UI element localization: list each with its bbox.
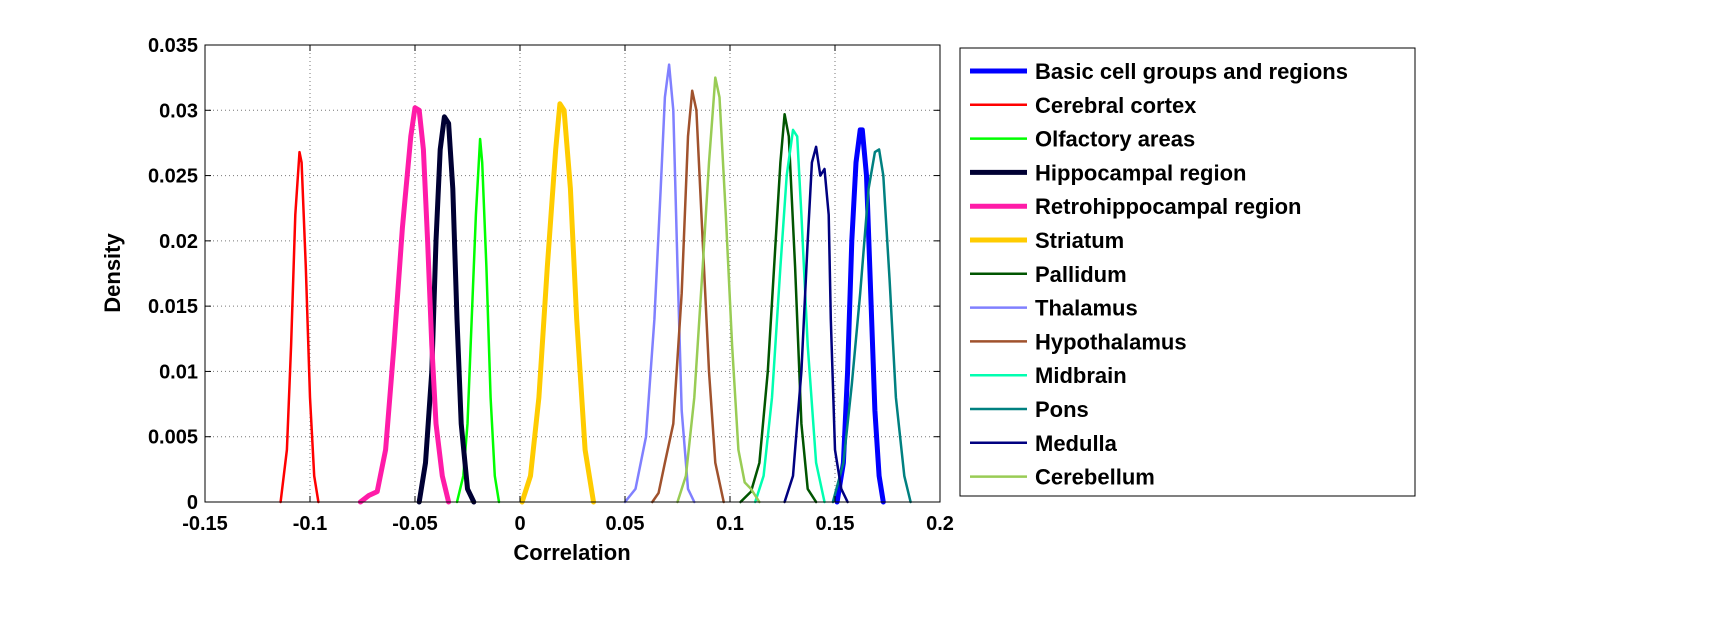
legend-item: Pons bbox=[970, 397, 1089, 422]
legend-item: Midbrain bbox=[970, 363, 1127, 388]
legend-box bbox=[959, 47, 1416, 497]
legend-item: Hypothalamus bbox=[970, 329, 1187, 354]
legend-item: Basic cell groups and regions bbox=[970, 59, 1348, 84]
legend-item: Pallidum bbox=[970, 262, 1127, 287]
legend-label: Thalamus bbox=[1035, 296, 1138, 321]
legend-item: Cerebellum bbox=[970, 465, 1155, 490]
legend-label: Pallidum bbox=[1035, 262, 1127, 287]
series-line-striatum bbox=[519, 101, 596, 505]
x-tick-label: 0.05 bbox=[606, 513, 645, 535]
plot-frame bbox=[204, 44, 941, 503]
x-tick-label: 0.15 bbox=[816, 513, 855, 535]
series-line-retrohippocampal-region bbox=[357, 105, 452, 505]
series-line-cerebellum bbox=[676, 76, 761, 504]
axis-ticks: -0.15 -0.1 -0.05 0 0.05 0.1 0.15 0.2 0 0.005 0.01 0… bbox=[148, 35, 954, 535]
y-tick-label: 0.035 bbox=[148, 35, 198, 57]
y-tick-label: 0.01 bbox=[159, 361, 198, 383]
legend-label: Hippocampal region bbox=[1035, 160, 1246, 185]
series-line-pons bbox=[831, 148, 912, 504]
x-tick-label: 0 bbox=[514, 513, 525, 535]
y-tick-label: 0.015 bbox=[148, 296, 198, 318]
legend-label: Retrohippocampal region bbox=[1035, 194, 1301, 219]
x-tick-label: -0.1 bbox=[293, 513, 327, 535]
legend-label: Pons bbox=[1035, 397, 1089, 422]
y-tick-label: 0.025 bbox=[148, 166, 198, 188]
legend-label: Midbrain bbox=[1035, 363, 1127, 388]
legend-label: Olfactory areas bbox=[1035, 127, 1195, 152]
x-axis-label: Correlation bbox=[513, 540, 630, 565]
legend-label: Striatum bbox=[1035, 228, 1124, 253]
legend-label: Cerebral cortex bbox=[1035, 93, 1197, 118]
legend: Basic cell groups and regions Cerebral co… bbox=[959, 47, 1416, 497]
y-tick-label: 0.005 bbox=[148, 427, 198, 449]
y-tick-label: 0.03 bbox=[159, 100, 198, 122]
series-line-pallidum bbox=[739, 112, 818, 504]
series-line-cerebral-cortex bbox=[279, 150, 320, 504]
legend-item: Striatum bbox=[970, 228, 1124, 253]
series-line-hippocampal-region bbox=[416, 114, 477, 505]
legend-item: Medulla bbox=[970, 431, 1118, 456]
series-lines bbox=[279, 63, 912, 505]
series-line-hypothalamus bbox=[651, 89, 725, 504]
legend-item: Hippocampal region bbox=[970, 160, 1246, 185]
legend-item: Cerebral cortex bbox=[970, 93, 1197, 118]
y-tick-label: 0 bbox=[187, 492, 198, 514]
legend-label: Cerebellum bbox=[1035, 465, 1155, 490]
y-axis-label: Density bbox=[100, 233, 125, 313]
x-tick-label: 0.2 bbox=[926, 513, 954, 535]
legend-item: Olfactory areas bbox=[970, 127, 1195, 152]
legend-label: Medulla bbox=[1035, 431, 1118, 456]
y-tick-label: 0.02 bbox=[159, 231, 198, 253]
legend-item: Thalamus bbox=[970, 296, 1138, 321]
series-line-medulla bbox=[783, 145, 849, 504]
legend-items: Basic cell groups and regions Cerebral co… bbox=[970, 59, 1348, 490]
series-line-basic-cell-groups-and-regions bbox=[834, 127, 886, 505]
series-line-midbrain bbox=[753, 128, 826, 504]
series-line-thalamus bbox=[623, 63, 696, 504]
x-tick-label: 0.1 bbox=[716, 513, 744, 535]
legend-label: Basic cell groups and regions bbox=[1035, 59, 1348, 84]
x-tick-label: -0.15 bbox=[182, 513, 228, 535]
legend-item: Retrohippocampal region bbox=[970, 194, 1301, 219]
series-line-olfactory-areas bbox=[455, 137, 501, 504]
x-tick-label: -0.05 bbox=[392, 513, 438, 535]
legend-label: Hypothalamus bbox=[1035, 329, 1187, 354]
